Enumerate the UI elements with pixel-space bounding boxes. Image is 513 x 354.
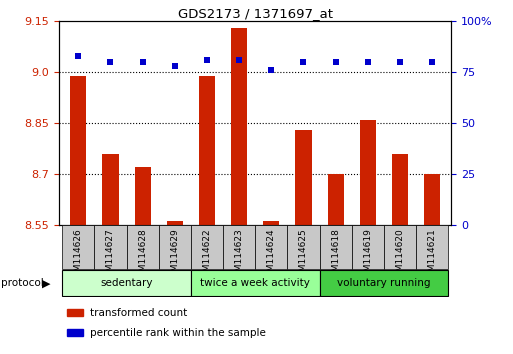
Text: percentile rank within the sample: percentile rank within the sample [90, 328, 266, 338]
Bar [295, 130, 311, 225]
Bar [167, 221, 183, 225]
Text: GSM114629: GSM114629 [170, 228, 180, 283]
Point [364, 59, 372, 65]
Text: GSM114623: GSM114623 [234, 228, 244, 283]
Bar [191, 225, 223, 269]
Text: GSM114620: GSM114620 [396, 228, 404, 283]
Text: ▶: ▶ [42, 278, 50, 288]
Text: GSM114622: GSM114622 [203, 228, 211, 283]
Point [300, 59, 308, 65]
Text: GSM114618: GSM114618 [331, 228, 340, 283]
Bar [231, 28, 247, 225]
Bar [62, 270, 191, 296]
Bar [103, 154, 119, 225]
Text: GSM114619: GSM114619 [363, 228, 372, 283]
Text: sedentary: sedentary [101, 278, 153, 288]
Bar [159, 225, 191, 269]
Text: transformed count: transformed count [90, 308, 188, 318]
Point [396, 59, 404, 65]
Bar [199, 75, 215, 225]
Bar [70, 75, 86, 225]
Bar [223, 225, 255, 269]
Bar [127, 225, 159, 269]
Text: GSM114624: GSM114624 [267, 228, 276, 283]
Bar [62, 225, 94, 269]
Bar [287, 225, 320, 269]
Point [139, 59, 147, 65]
Point [74, 53, 83, 59]
Point [171, 63, 179, 69]
Text: GSM114621: GSM114621 [428, 228, 437, 283]
Bar [94, 225, 127, 269]
Bar [263, 221, 280, 225]
Point [331, 59, 340, 65]
Bar [67, 329, 83, 336]
Bar [328, 174, 344, 225]
Text: twice a week activity: twice a week activity [200, 278, 310, 288]
Point [203, 57, 211, 63]
Point [235, 57, 243, 63]
Text: voluntary running: voluntary running [337, 278, 430, 288]
Bar [255, 225, 287, 269]
Bar [416, 225, 448, 269]
Point [106, 59, 114, 65]
Text: GSM114625: GSM114625 [299, 228, 308, 283]
Bar [384, 225, 416, 269]
Bar [360, 120, 376, 225]
Point [428, 59, 436, 65]
Bar [320, 270, 448, 296]
Title: GDS2173 / 1371697_at: GDS2173 / 1371697_at [177, 7, 333, 20]
Bar [352, 225, 384, 269]
Text: GSM114628: GSM114628 [138, 228, 147, 283]
Bar [67, 309, 83, 316]
Point [267, 67, 275, 73]
Text: GSM114626: GSM114626 [74, 228, 83, 283]
Text: protocol: protocol [1, 278, 44, 288]
Bar [191, 270, 320, 296]
Bar [392, 154, 408, 225]
Bar [134, 167, 151, 225]
Bar [320, 225, 352, 269]
Text: GSM114627: GSM114627 [106, 228, 115, 283]
Bar [424, 174, 440, 225]
